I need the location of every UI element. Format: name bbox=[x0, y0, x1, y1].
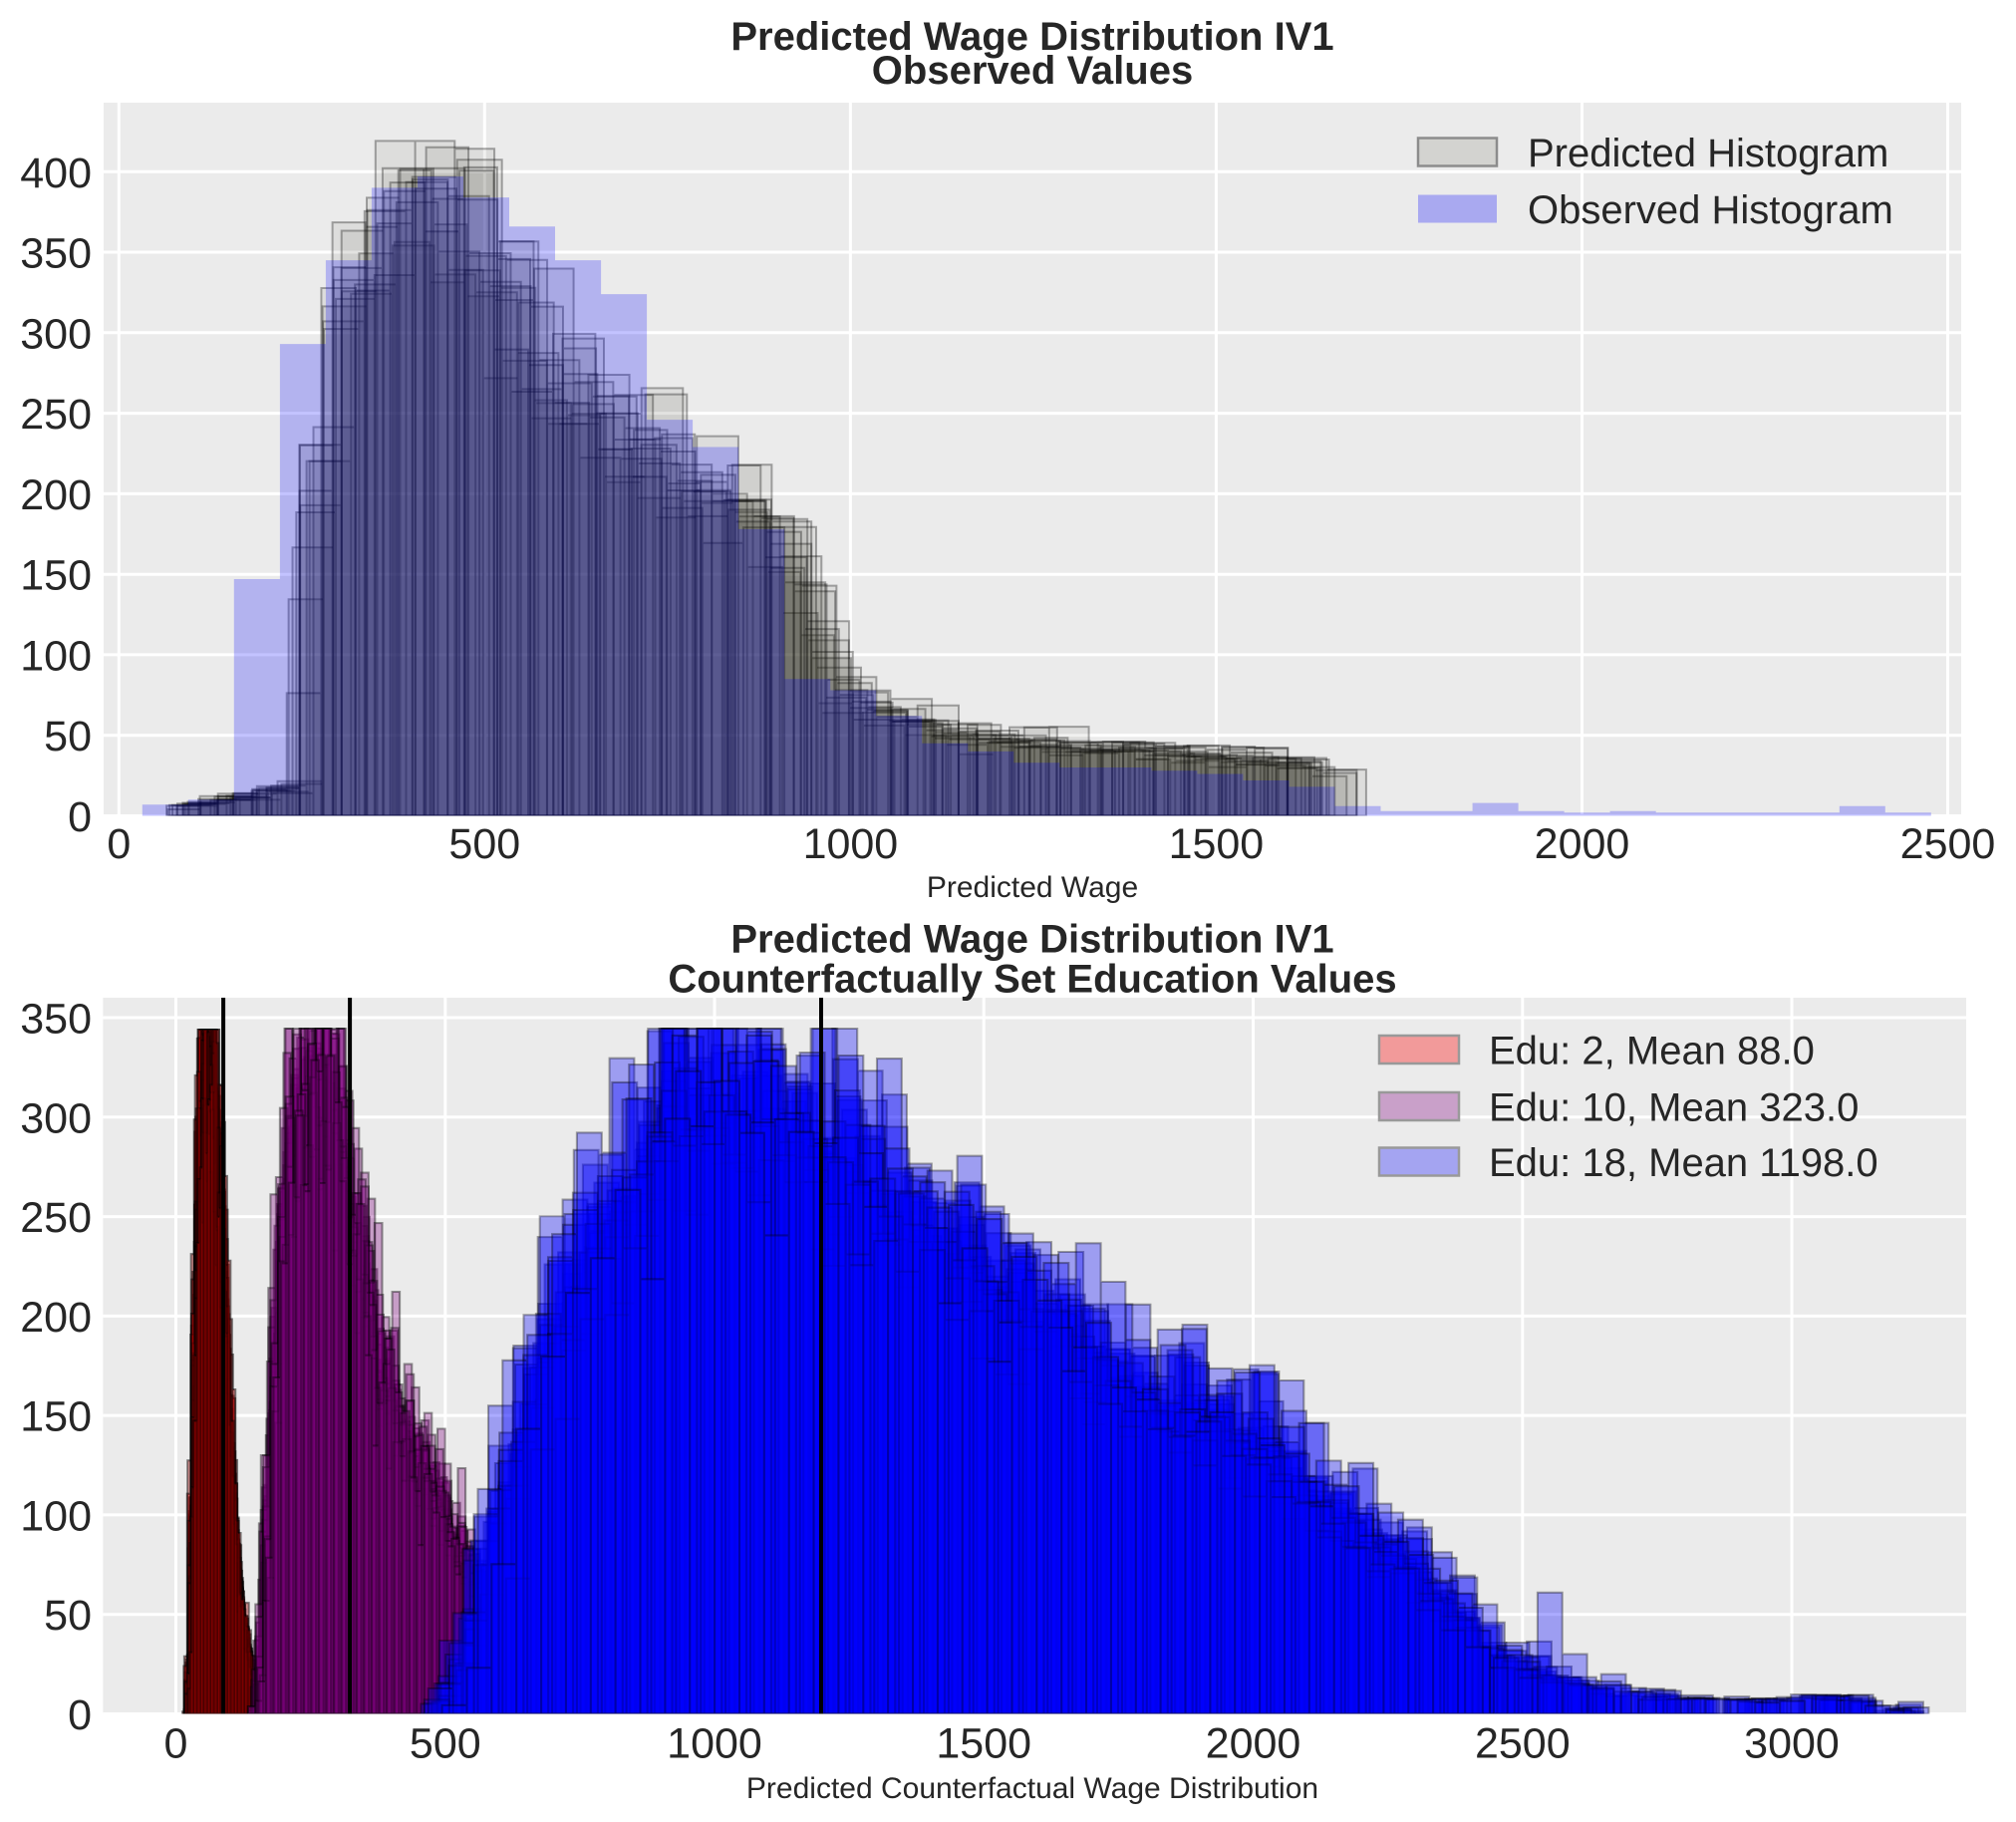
svg-text:Edu: 10, Mean 323.0: Edu: 10, Mean 323.0 bbox=[1489, 1085, 1859, 1129]
svg-text:Counterfactually Set Education: Counterfactually Set Education Values bbox=[668, 957, 1396, 1001]
svg-text:200: 200 bbox=[20, 471, 92, 519]
svg-text:150: 150 bbox=[20, 552, 92, 600]
svg-text:Edu: 2, Mean 88.0: Edu: 2, Mean 88.0 bbox=[1489, 1029, 1815, 1072]
svg-text:150: 150 bbox=[20, 1393, 92, 1441]
svg-text:350: 350 bbox=[20, 229, 92, 277]
svg-text:100: 100 bbox=[20, 1492, 92, 1540]
svg-text:Observed Values: Observed Values bbox=[872, 49, 1193, 93]
svg-text:Predicted Histogram: Predicted Histogram bbox=[1528, 132, 1888, 175]
svg-text:250: 250 bbox=[20, 1194, 92, 1242]
svg-text:350: 350 bbox=[20, 995, 92, 1043]
svg-text:500: 500 bbox=[410, 1719, 481, 1767]
svg-text:400: 400 bbox=[20, 150, 92, 197]
svg-text:1500: 1500 bbox=[936, 1719, 1031, 1767]
svg-text:2500: 2500 bbox=[1900, 820, 1996, 868]
svg-text:3000: 3000 bbox=[1744, 1719, 1840, 1767]
svg-text:2000: 2000 bbox=[1206, 1719, 1301, 1767]
svg-text:Edu: 18, Mean 1198.0: Edu: 18, Mean 1198.0 bbox=[1489, 1141, 1878, 1185]
svg-text:2500: 2500 bbox=[1475, 1719, 1571, 1767]
svg-text:2000: 2000 bbox=[1535, 820, 1630, 868]
svg-text:Predicted Counterfactual Wage: Predicted Counterfactual Wage Distributi… bbox=[746, 1772, 1318, 1805]
svg-text:100: 100 bbox=[20, 632, 92, 680]
svg-text:Predicted Wage Distribution IV: Predicted Wage Distribution IV1 bbox=[730, 917, 1333, 961]
svg-text:1500: 1500 bbox=[1169, 820, 1265, 868]
svg-text:300: 300 bbox=[20, 310, 92, 358]
svg-text:Observed Histogram: Observed Histogram bbox=[1528, 188, 1893, 232]
svg-text:1000: 1000 bbox=[803, 820, 899, 868]
svg-text:0: 0 bbox=[107, 820, 131, 868]
svg-text:Predicted Wage Distribution IV: Predicted Wage Distribution IV1 bbox=[730, 15, 1333, 59]
svg-text:250: 250 bbox=[20, 391, 92, 439]
svg-text:200: 200 bbox=[20, 1294, 92, 1342]
svg-text:50: 50 bbox=[44, 1592, 92, 1640]
svg-text:500: 500 bbox=[448, 820, 520, 868]
svg-text:Predicted Wage: Predicted Wage bbox=[927, 871, 1138, 904]
svg-text:0: 0 bbox=[164, 1719, 188, 1767]
svg-text:300: 300 bbox=[20, 1094, 92, 1142]
svg-text:0: 0 bbox=[68, 793, 92, 841]
svg-text:0: 0 bbox=[68, 1691, 92, 1739]
svg-text:1000: 1000 bbox=[667, 1719, 762, 1767]
svg-text:50: 50 bbox=[44, 713, 92, 760]
